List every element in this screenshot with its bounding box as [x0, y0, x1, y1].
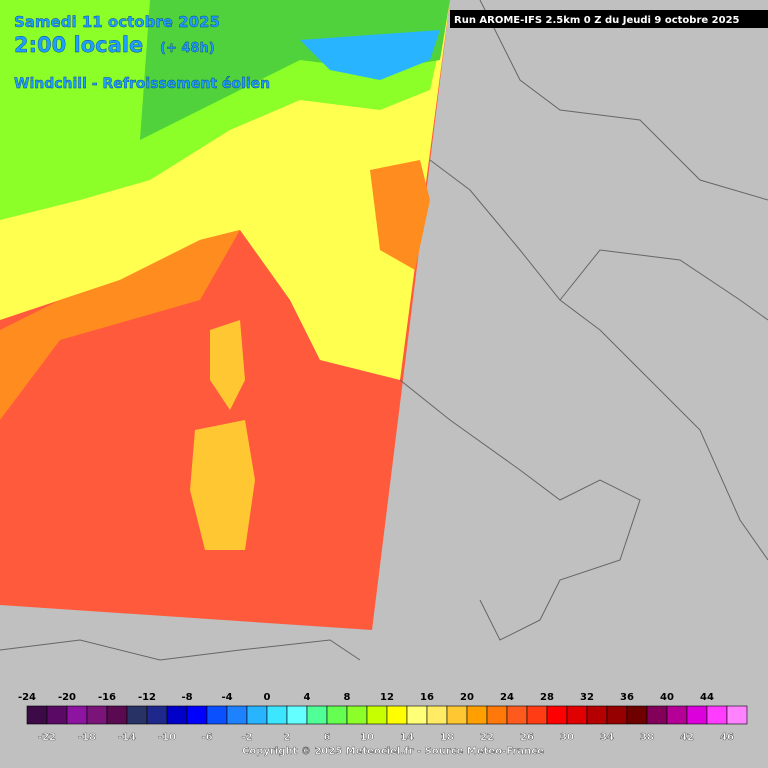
- legend-label: 30: [560, 732, 574, 743]
- legend-swatch: [206, 705, 228, 725]
- legend-label: -8: [181, 692, 192, 703]
- legend-label: -18: [78, 732, 96, 743]
- coastline: [429, 159, 768, 561]
- legend-swatch: [26, 705, 48, 725]
- model-field: [0, 0, 450, 630]
- legend-label: 34: [600, 732, 614, 743]
- legend-label: 26: [520, 732, 534, 743]
- lead: (+ 48h): [160, 41, 215, 56]
- legend: -24-22-20-18-16-14-12-10-8-6-4-202468101…: [18, 692, 748, 743]
- borders: [0, 0, 768, 661]
- legend-label: -22: [38, 732, 56, 743]
- legend-label: 0: [264, 692, 271, 703]
- legend-swatch: [166, 705, 188, 725]
- legend-swatch: [306, 705, 328, 725]
- legend-swatch: [666, 705, 688, 725]
- legend-label: 44: [700, 692, 714, 703]
- legend-label: 36: [620, 692, 634, 703]
- legend-swatch: [586, 705, 608, 725]
- legend-label: 12: [380, 692, 394, 703]
- coastline: [0, 639, 361, 661]
- sardinia: [190, 420, 255, 550]
- field-name: Windchill - Refroissement éolien: [14, 76, 270, 92]
- legend-swatch: [286, 705, 308, 725]
- coast-field: [0, 230, 240, 420]
- legend-swatch: [266, 705, 288, 725]
- legend-label: -2: [241, 732, 252, 743]
- legend-label: 14: [400, 732, 414, 743]
- legend-swatch: [126, 705, 148, 725]
- legend-label: 20: [460, 692, 474, 703]
- run-box: [450, 10, 768, 28]
- legend-swatch: [426, 705, 448, 725]
- legend-label: 22: [480, 732, 494, 743]
- legend-swatch: [646, 705, 668, 725]
- legend-swatch: [486, 705, 508, 725]
- legend-label: 38: [640, 732, 654, 743]
- legend-swatch: [86, 705, 108, 725]
- peak-field: [300, 30, 440, 80]
- legend-label: 42: [680, 732, 694, 743]
- legend-swatch: [226, 705, 248, 725]
- legend-label: 24: [500, 692, 514, 703]
- legend-swatch: [366, 705, 388, 725]
- legend-label: -20: [58, 692, 76, 703]
- legend-label: -24: [18, 692, 36, 703]
- legend-label: 46: [720, 732, 734, 743]
- legend-label: -10: [158, 732, 176, 743]
- legend-swatch: [706, 705, 728, 725]
- legend-label: 8: [344, 692, 351, 703]
- legend-label: 2: [284, 732, 291, 743]
- legend-label: 6: [324, 732, 331, 743]
- legend-swatch: [406, 705, 428, 725]
- legend-label: 32: [580, 692, 594, 703]
- legend-swatch: [146, 705, 168, 725]
- legend-swatch: [626, 705, 648, 725]
- legend-label: -14: [118, 732, 136, 743]
- time: 2:00 locale: [14, 33, 143, 57]
- legend-label: -4: [221, 692, 232, 703]
- corsica: [210, 320, 245, 410]
- legend-label: 40: [660, 692, 674, 703]
- coastline: [399, 379, 641, 641]
- legend-swatch: [46, 705, 68, 725]
- legend-swatch: [686, 705, 708, 725]
- legend-swatch: [606, 705, 628, 725]
- legend-swatch: [526, 705, 548, 725]
- legend-swatch: [446, 705, 468, 725]
- date: Samedi 11 octobre 2025: [14, 13, 220, 31]
- legend-label: 16: [420, 692, 434, 703]
- legend-swatch: [66, 705, 88, 725]
- legend-label: 18: [440, 732, 454, 743]
- legend-swatch: [246, 705, 268, 725]
- legend-swatch: [326, 705, 348, 725]
- run-info: Run AROME-IFS 2.5km 0 Z du Jeudi 9 octob…: [454, 15, 740, 26]
- legend-label: 28: [540, 692, 554, 703]
- legend-swatch: [386, 705, 408, 725]
- legend-label: 10: [360, 732, 374, 743]
- copyright: Copyright © 2025 Meteociel.fr - Source M…: [242, 746, 544, 757]
- legend-label: -6: [201, 732, 212, 743]
- legend-swatch: [186, 705, 208, 725]
- legend-label: 4: [304, 692, 311, 703]
- legend-swatch: [506, 705, 528, 725]
- border: [559, 249, 768, 321]
- legend-label: -12: [138, 692, 156, 703]
- legend-swatch: [106, 705, 128, 725]
- legend-swatch: [346, 705, 368, 725]
- border: [479, 0, 768, 201]
- legend-swatch: [726, 705, 748, 725]
- legend-swatch: [466, 705, 488, 725]
- legend-label: -16: [98, 692, 116, 703]
- legend-swatch: [566, 705, 588, 725]
- adriatic-field: [370, 160, 430, 270]
- legend-swatch: [546, 705, 568, 725]
